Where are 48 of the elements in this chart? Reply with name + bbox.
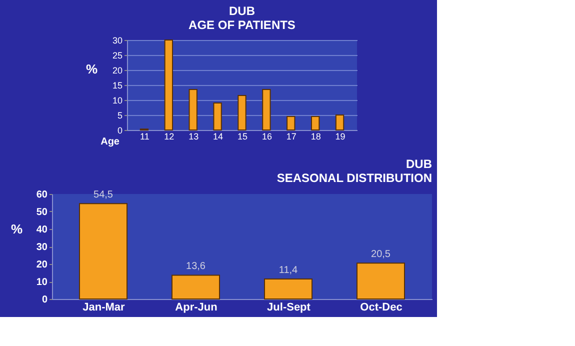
bar <box>311 116 320 130</box>
y-tick-label: 15 <box>112 80 122 90</box>
y-tick-label: 0 <box>42 294 48 306</box>
y-tick-label: 20 <box>36 260 48 270</box>
data-label: 11,4 <box>278 265 298 276</box>
bar <box>238 95 246 130</box>
x-axis-title: Age <box>100 136 120 148</box>
y-tick-label: 5 <box>117 110 122 120</box>
x-tick-label: 13 <box>188 132 199 142</box>
bar <box>286 116 296 130</box>
x-tick-label: 17 <box>286 132 296 142</box>
y-tick-label: 10 <box>36 277 48 288</box>
bar <box>164 40 173 130</box>
x-tick-label: Oct-Dec <box>360 302 402 314</box>
bar <box>335 114 344 130</box>
data-label: 20,5 <box>371 249 391 260</box>
bar <box>264 278 312 300</box>
y-tick-label: 30 <box>112 36 122 46</box>
y-axis-title: % <box>86 62 98 76</box>
bar <box>356 262 405 300</box>
x-tick-label: Apr-Jun <box>175 302 218 314</box>
y-tick-label: 40 <box>36 224 48 236</box>
x-tick-label: 14 <box>213 132 224 142</box>
data-label: 54,5 <box>94 190 114 201</box>
y-tick-label: 25 <box>112 50 122 60</box>
bar <box>79 203 128 300</box>
y-tick-label: 30 <box>36 242 48 253</box>
y-tick-label: 60 <box>36 190 48 200</box>
y-tick-label: 0 <box>117 126 122 136</box>
x-tick-label: 18 <box>310 132 321 142</box>
x-tick-label: 11 <box>140 132 150 142</box>
chart-title: DUB SEASONAL DISTRIBUTION <box>276 157 432 185</box>
y-tick-label: 50 <box>36 207 48 218</box>
data-label: 13,6 <box>186 261 206 272</box>
x-tick-label: 16 <box>262 132 272 142</box>
bar <box>172 274 220 300</box>
x-tick-label: Jan-Mar <box>82 302 126 314</box>
y-tick-label: 10 <box>112 96 122 106</box>
x-tick-label: 12 <box>164 132 174 142</box>
bar <box>213 102 222 130</box>
x-tick-label: Jul-Sept <box>267 302 311 314</box>
y-axis-title: % <box>10 222 23 236</box>
x-tick-label: 19 <box>335 132 346 142</box>
chart-title: DUB AGE OF PATIENTS <box>188 4 296 32</box>
bar <box>188 89 198 130</box>
x-tick-label: 15 <box>237 132 248 142</box>
y-tick-label: 20 <box>112 66 122 76</box>
bar <box>262 89 271 130</box>
